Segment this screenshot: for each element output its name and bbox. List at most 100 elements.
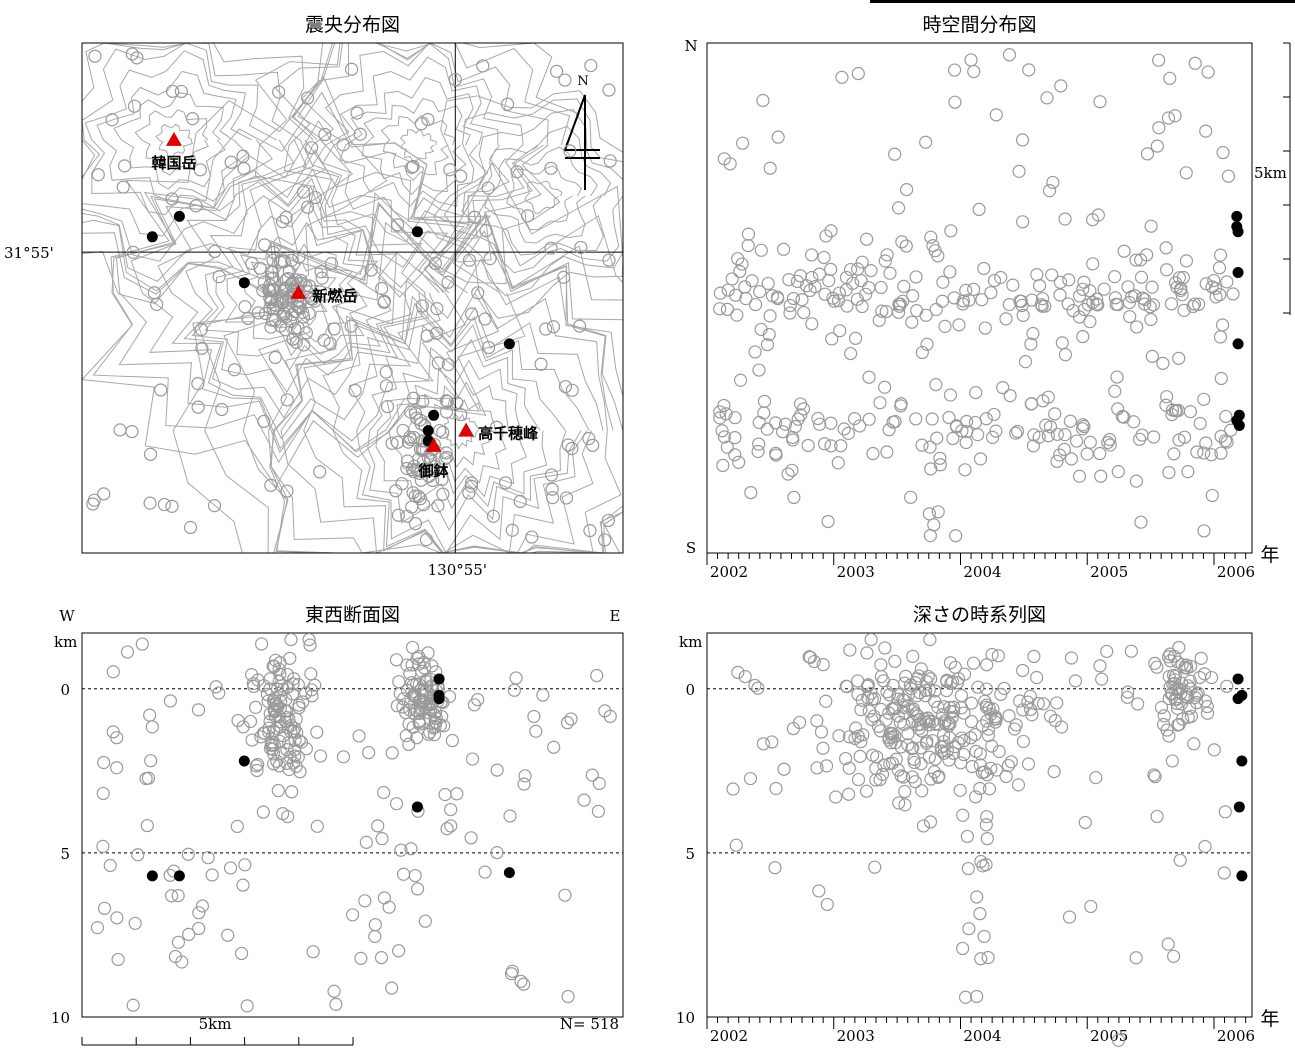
hypocenter-point (279, 210, 293, 225)
hypocenter-point (602, 83, 616, 97)
hypocenter-point (318, 127, 332, 142)
hypocenter-point (872, 313, 886, 327)
hypocenter-point (1076, 282, 1090, 296)
hypocenter-point (479, 224, 493, 238)
hypocenter-point (1124, 644, 1138, 658)
hypocenter-point (296, 185, 311, 199)
hypocenter-point (1201, 65, 1215, 79)
hypocenter-point (192, 921, 206, 936)
hypocenter-point (717, 398, 731, 413)
hypocenter-point (1027, 428, 1041, 442)
hypocenter-point (1077, 302, 1091, 317)
hypocenter-point (561, 989, 575, 1004)
hypocenter-point (988, 715, 1003, 729)
hypocenter-point (892, 297, 906, 311)
hypocenter-point (1190, 688, 1204, 702)
hypocenter-point (862, 370, 876, 384)
hypocenter-point (145, 720, 159, 734)
hypocenter-point (882, 423, 896, 437)
hypocenter-point (402, 737, 416, 752)
hypocenter-point (975, 293, 989, 307)
hypocenter-point (1026, 439, 1041, 453)
hypocenter-point (1121, 685, 1135, 699)
hypocenter-point (465, 752, 480, 766)
hypocenter-point (762, 327, 776, 342)
hypocenter-point (771, 130, 785, 144)
hypocenter-point (128, 916, 142, 930)
hypocenter-point (905, 315, 919, 329)
hypocenter-point (946, 746, 961, 760)
hypocenter-point (1200, 706, 1215, 720)
hypocenter-point (282, 712, 296, 726)
hypocenter-point (445, 733, 459, 748)
hypocenter-point (125, 425, 139, 439)
hypocenter-point (257, 238, 272, 252)
hypocenter-point (1214, 446, 1228, 460)
hypocenter-point (251, 757, 265, 772)
hypocenter-point (854, 274, 868, 288)
hypocenter-point (1110, 370, 1124, 384)
hypocenter-point (1152, 121, 1166, 135)
recent-hypocenter-point (503, 867, 515, 879)
hypocenter-point (1015, 663, 1030, 678)
hypocenter-point (1181, 710, 1195, 724)
hypocenter-point (143, 708, 157, 722)
hypocenter-point (590, 668, 604, 683)
hypocenter-point (88, 49, 102, 63)
hypocenter-point (421, 727, 436, 741)
hypocenter-point (989, 424, 1003, 438)
hypocenter-point (748, 345, 762, 359)
hypocenter-point (266, 742, 280, 756)
hypocenter-point (971, 680, 985, 694)
hypocenter-point (464, 476, 479, 490)
hypocenter-point (414, 464, 428, 478)
hypocenter-point (582, 431, 596, 446)
hypocenter-point (770, 290, 785, 304)
hypocenter-point (1058, 428, 1072, 442)
hypocenter-point (886, 415, 900, 429)
hypocenter-point (882, 706, 896, 720)
hypocenter-point (208, 244, 222, 259)
hypocenter-point (1014, 294, 1028, 308)
hypocenter-point (280, 743, 294, 757)
recent-hypocenter-point (1231, 210, 1243, 222)
hypocenter-point (91, 168, 105, 182)
hypocenter-point (362, 745, 376, 760)
hypocenter-point (1205, 488, 1219, 503)
hypocenter-point (1218, 434, 1232, 448)
hypocenter-point (763, 309, 777, 323)
hypocenter-point (1032, 279, 1047, 293)
hypocenter-point (922, 507, 936, 521)
hypocenter-point (1034, 298, 1048, 312)
hypocenter-point (1117, 244, 1131, 258)
hypocenter-point (165, 499, 179, 513)
hypocenter-point (1111, 1033, 1126, 1047)
hypocenter-point (810, 714, 824, 728)
hypocenter-point (1192, 297, 1206, 311)
hypocenter-point (958, 463, 972, 477)
hypocenter-point (1077, 419, 1091, 434)
hypocenter-point (1168, 673, 1182, 687)
hypocenter-point (271, 783, 285, 798)
hypocenter-point (116, 180, 130, 194)
hypocenter-point (968, 727, 982, 742)
hypocenter-point (410, 651, 424, 665)
hypocenter-point (504, 967, 519, 981)
hypocenter-point (795, 293, 809, 307)
hypocenter-point (264, 320, 278, 334)
hypocenter-point (929, 378, 943, 392)
hypocenter-point (937, 746, 951, 760)
count-label: N= 518 (560, 1015, 619, 1033)
hypocenter-point (359, 835, 373, 849)
hypocenter-point (375, 832, 389, 846)
hypocenter-point (726, 782, 740, 796)
hypocenter-point (769, 446, 783, 460)
hypocenter-point (276, 296, 290, 310)
hypocenter-point (964, 731, 978, 745)
hypocenter-point (910, 304, 924, 318)
hypocenter-point (237, 162, 251, 176)
hypocenter-point (1016, 703, 1030, 717)
hypocenter-point (938, 319, 952, 333)
contour-line (461, 125, 612, 256)
